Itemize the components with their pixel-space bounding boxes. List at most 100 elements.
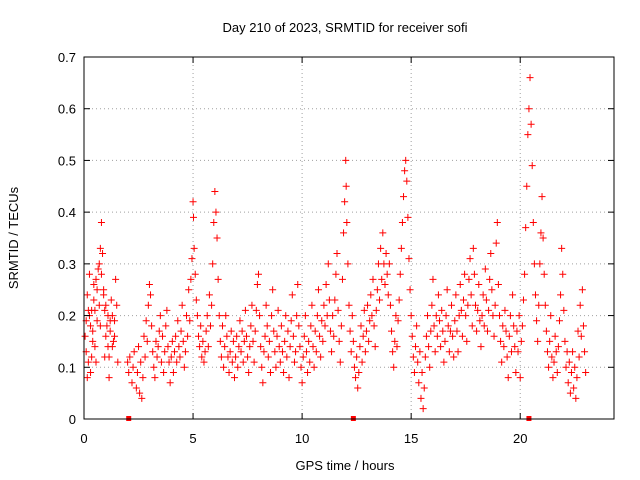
data-point: [342, 156, 350, 164]
data-point: [101, 353, 109, 361]
data-point: [202, 327, 210, 335]
data-point: [538, 193, 546, 201]
data-point: [468, 322, 476, 330]
data-point: [185, 286, 193, 294]
data-point: [422, 332, 430, 340]
data-point: [296, 343, 304, 351]
data-point: [434, 291, 442, 299]
y-tick-label: 0.7: [58, 50, 76, 65]
data-point: [371, 343, 379, 351]
data-point: [97, 270, 105, 278]
data-point: [309, 343, 317, 351]
data-point: [367, 291, 375, 299]
data-point: [499, 322, 507, 330]
data-point: [421, 353, 429, 361]
data-point: [557, 291, 565, 299]
data-point: [463, 337, 471, 345]
data-point: [458, 332, 466, 340]
data-point: [405, 255, 413, 263]
data-point: [140, 332, 148, 340]
data-point: [277, 322, 285, 330]
data-point: [394, 317, 402, 325]
data-point: [344, 260, 352, 268]
data-point: [226, 348, 234, 356]
data-point: [173, 358, 181, 366]
data-point: [504, 374, 512, 382]
data-point: [285, 374, 293, 382]
data-point: [244, 353, 252, 361]
data-point: [157, 358, 165, 366]
data-point: [553, 368, 561, 376]
data-point: [442, 312, 450, 320]
data-point: [135, 343, 143, 351]
data-point: [132, 384, 140, 392]
data-point: [424, 312, 432, 320]
data-point: [413, 322, 421, 330]
data-point: [268, 312, 276, 320]
data-point: [165, 358, 173, 366]
data-point: [93, 286, 101, 294]
data-point: [406, 286, 414, 294]
data-point: [90, 281, 98, 289]
data-point: [503, 353, 511, 361]
data-point: [230, 374, 238, 382]
data-point: [381, 281, 389, 289]
data-point: [190, 244, 198, 252]
data-point: [183, 312, 191, 320]
data-point: [407, 312, 415, 320]
data-point: [222, 312, 230, 320]
data-point: [216, 337, 224, 345]
data-point: [143, 337, 151, 345]
data-point: [433, 332, 441, 340]
data-point: [416, 348, 424, 356]
data-point: [102, 301, 110, 309]
data-point: [186, 317, 194, 325]
data-point: [494, 281, 502, 289]
data-point: [517, 337, 525, 345]
data-point: [266, 368, 274, 376]
data-point: [313, 312, 321, 320]
data-point: [106, 327, 114, 335]
data-point: [495, 312, 503, 320]
data-point: [403, 177, 411, 185]
data-point: [319, 337, 327, 345]
data-point: [487, 250, 495, 258]
data-point: [382, 250, 390, 258]
data-point: [176, 353, 184, 361]
data-point: [515, 312, 523, 320]
data-point: [129, 363, 137, 371]
data-point: [562, 363, 570, 371]
data-point: [370, 322, 378, 330]
x-tick-label: 0: [80, 431, 87, 446]
data-point: [293, 312, 301, 320]
data-point: [251, 327, 259, 335]
data-point: [410, 368, 418, 376]
data-point: [270, 327, 278, 335]
data-point: [347, 348, 355, 356]
data-point: [294, 281, 302, 289]
y-tick-label: 0.2: [58, 309, 76, 324]
data-point: [213, 234, 221, 242]
data-point: [103, 322, 111, 330]
data-point: [437, 343, 445, 351]
data-point: [276, 358, 284, 366]
data-point: [414, 358, 422, 366]
data-point: [145, 281, 153, 289]
data-point: [153, 353, 161, 361]
data-point: [282, 312, 290, 320]
data-point: [540, 270, 548, 278]
data-point: [332, 270, 340, 278]
data-point: [545, 363, 553, 371]
data-point: [191, 270, 199, 278]
y-axis-label: SRMTID / TECUs: [6, 186, 21, 289]
data-point: [307, 322, 315, 330]
y-tick-label: 0.4: [58, 205, 76, 220]
data-point: [237, 348, 245, 356]
data-point: [524, 131, 532, 139]
data-point: [83, 291, 91, 299]
data-point: [305, 337, 313, 345]
data-point: [278, 348, 286, 356]
data-point: [445, 348, 453, 356]
data-point: [322, 281, 330, 289]
data-point: [147, 291, 155, 299]
